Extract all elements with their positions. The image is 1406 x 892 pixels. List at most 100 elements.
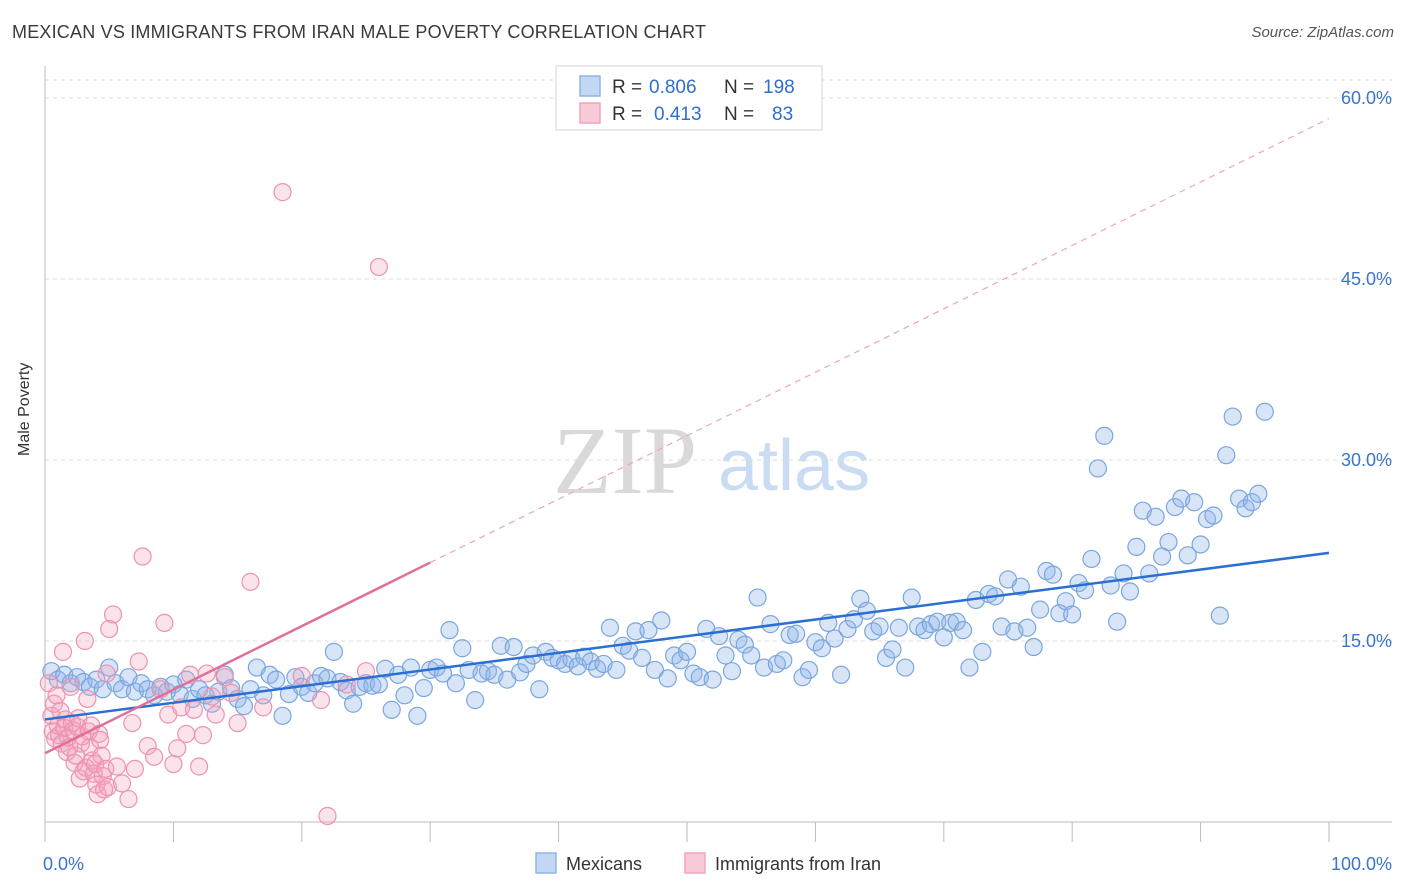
point-iran: [93, 767, 112, 786]
legend-item-mexicans: Mexicans: [566, 854, 642, 874]
point-mexicans: [1191, 535, 1210, 554]
point-iran: [138, 736, 157, 756]
point-mexicans: [889, 618, 908, 637]
trendline-iran-extended: [429, 117, 1330, 564]
point-mexicans: [626, 622, 645, 641]
legend-bottom: Mexicans Immigrants from Iran: [535, 852, 881, 874]
point-iran: [123, 713, 142, 733]
point-iran: [155, 613, 174, 633]
point-mexicans: [607, 660, 626, 680]
point-iran: [145, 747, 164, 766]
point-mexicans: [645, 660, 665, 680]
point-mexicans: [286, 668, 305, 687]
point-iran: [292, 666, 311, 686]
point-iran: [311, 691, 331, 710]
point-iran: [125, 759, 144, 779]
point-mexicans: [1011, 577, 1030, 596]
point-iran: [228, 713, 247, 733]
point-mexicans: [793, 668, 812, 687]
point-mexicans: [369, 675, 388, 694]
point-iran: [78, 689, 97, 709]
point-mexicans: [414, 678, 433, 698]
point-mexicans: [1108, 612, 1127, 631]
point-mexicans: [1204, 506, 1223, 525]
point-iran: [241, 572, 260, 591]
point-mexicans: [896, 658, 915, 677]
point-mexicans: [273, 706, 292, 725]
point-iran: [222, 683, 241, 702]
point-mexicans: [530, 680, 549, 699]
point-mexicans: [440, 621, 459, 640]
legend-swatch-mexicans: [579, 75, 601, 97]
point-iran: [129, 652, 148, 671]
watermark-atlas: atlas: [718, 426, 870, 506]
y-tick-label: 60.0%: [1341, 88, 1392, 108]
point-mexicans: [1114, 564, 1133, 583]
legend-r-label: R =: [612, 104, 642, 125]
point-iran: [107, 757, 127, 776]
point-mexicans: [1088, 459, 1107, 478]
point-iran: [75, 631, 94, 651]
point-mexicans: [774, 651, 793, 670]
point-iran: [96, 759, 115, 779]
point-mexicans: [1217, 446, 1236, 465]
point-iran: [112, 774, 132, 793]
point-mexicans: [838, 619, 857, 639]
point-mexicans: [1082, 549, 1101, 569]
point-mexicans: [1210, 606, 1229, 625]
point-mexicans: [812, 639, 831, 658]
point-mexicans: [652, 611, 671, 630]
legend-n-value: 198: [763, 77, 795, 98]
point-mexicans: [234, 697, 254, 716]
point-iran: [356, 662, 376, 681]
point-mexicans: [1024, 637, 1043, 657]
point-iran: [206, 705, 225, 724]
legend-item-iran: Immigrants from Iran: [715, 854, 881, 874]
point-mexicans: [1146, 507, 1165, 526]
point-iran: [189, 757, 209, 776]
point-mexicans: [382, 700, 401, 719]
point-mexicans: [960, 658, 979, 677]
point-iran: [97, 664, 116, 683]
point-mexicans: [825, 629, 844, 648]
legend-n-label: N =: [724, 104, 754, 125]
point-mexicans: [722, 662, 742, 681]
point-iran: [53, 642, 73, 661]
point-mexicans: [703, 670, 722, 689]
point-mexicans: [1120, 582, 1140, 601]
point-iran: [61, 677, 80, 696]
point-mexicans: [1063, 605, 1082, 624]
point-mexicans: [446, 674, 465, 693]
point-mexicans: [600, 618, 620, 637]
point-mexicans: [658, 669, 677, 688]
point-mexicans: [735, 635, 754, 654]
point-mexicans: [1159, 532, 1178, 552]
point-mexicans: [1223, 407, 1242, 426]
trendline-iran: [44, 561, 431, 755]
point-mexicans: [1127, 537, 1146, 556]
point-mexicans: [870, 617, 889, 636]
legend-n-label: N =: [724, 77, 754, 98]
point-mexicans: [1255, 402, 1274, 421]
point-mexicans: [1249, 484, 1268, 503]
legend-top: R = 0.806 N = 198 R = 0.413 N = 83: [555, 65, 823, 131]
legend-swatch-iran: [684, 852, 706, 874]
point-mexicans: [883, 640, 902, 659]
point-mexicans: [466, 691, 485, 710]
point-mexicans: [504, 637, 523, 657]
x-tick-label: 0.0%: [43, 854, 84, 874]
point-mexicans: [748, 588, 767, 607]
point-mexicans: [632, 648, 652, 667]
point-iran: [215, 668, 234, 687]
x-tick-label: 100.0%: [1331, 854, 1392, 874]
point-mexicans: [787, 624, 806, 643]
point-mexicans: [222, 678, 241, 698]
point-iran: [184, 700, 204, 719]
point-mexicans: [928, 612, 947, 631]
point-mexicans: [267, 670, 286, 689]
point-iran: [168, 739, 187, 758]
point-mexicans: [87, 670, 106, 689]
point-iran: [177, 724, 196, 744]
point-mexicans: [742, 646, 761, 665]
